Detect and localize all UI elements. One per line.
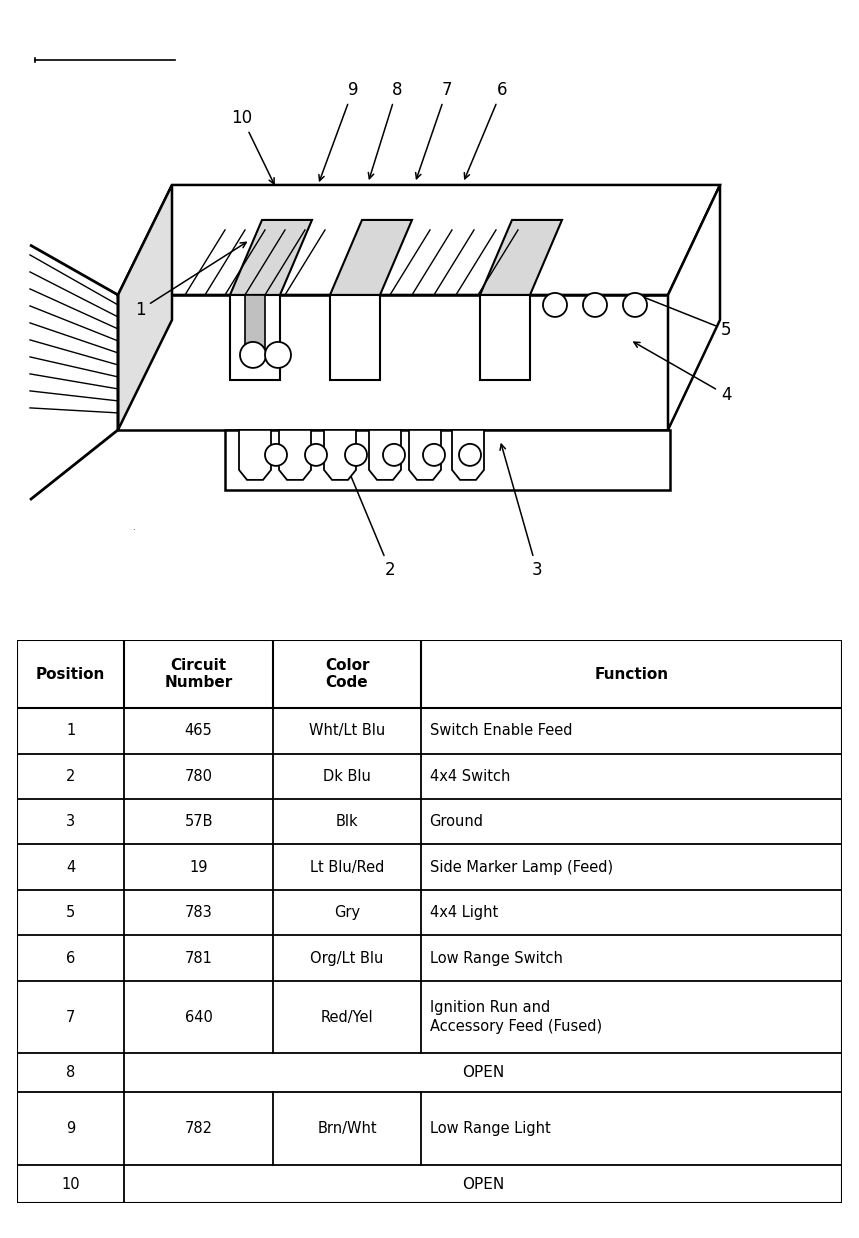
Polygon shape	[230, 295, 280, 380]
Text: 10: 10	[62, 1176, 80, 1191]
Polygon shape	[279, 430, 311, 480]
Text: 465: 465	[185, 723, 212, 738]
Text: 8: 8	[369, 80, 402, 178]
Text: Circuit
Number: Circuit Number	[164, 657, 233, 691]
Polygon shape	[118, 184, 172, 430]
Circle shape	[623, 293, 647, 317]
Text: Blk: Blk	[336, 815, 358, 829]
Text: OPEN: OPEN	[462, 1176, 504, 1191]
Polygon shape	[118, 184, 720, 295]
Polygon shape	[225, 430, 670, 490]
Text: Lt Blu/Red: Lt Blu/Red	[310, 859, 384, 875]
Text: Red/Yel: Red/Yel	[320, 1009, 374, 1025]
Text: Wht/Lt Blu: Wht/Lt Blu	[309, 723, 385, 738]
Text: 5: 5	[643, 296, 731, 339]
Text: 6: 6	[66, 951, 76, 966]
Circle shape	[543, 293, 567, 317]
Text: Function: Function	[594, 666, 668, 682]
Text: Gry: Gry	[334, 905, 360, 920]
Circle shape	[240, 342, 266, 368]
Text: Position: Position	[36, 666, 106, 682]
Circle shape	[345, 444, 367, 465]
Polygon shape	[480, 220, 562, 295]
Polygon shape	[330, 220, 412, 295]
Text: Ignition Run and
Accessory Feed (Fused): Ignition Run and Accessory Feed (Fused)	[430, 1000, 601, 1034]
Text: 781: 781	[185, 951, 212, 966]
Text: Low Range Light: Low Range Light	[430, 1120, 551, 1136]
Text: 2: 2	[66, 769, 76, 784]
Circle shape	[423, 444, 445, 465]
Polygon shape	[239, 430, 271, 480]
Text: Switch Enable Feed: Switch Enable Feed	[430, 723, 572, 738]
Polygon shape	[230, 220, 312, 295]
Text: 7: 7	[66, 1009, 76, 1025]
Text: 2: 2	[341, 454, 395, 579]
Text: 1: 1	[135, 243, 247, 319]
Text: Org/Lt Blu: Org/Lt Blu	[310, 951, 384, 966]
Circle shape	[583, 293, 607, 317]
Text: 4x4 Switch: 4x4 Switch	[430, 769, 510, 784]
Text: Brn/Wht: Brn/Wht	[317, 1120, 377, 1136]
Text: Ground: Ground	[430, 815, 484, 829]
Text: 5: 5	[66, 905, 76, 920]
Text: 10: 10	[231, 109, 274, 184]
Text: 8: 8	[66, 1065, 76, 1081]
Circle shape	[265, 342, 291, 368]
Polygon shape	[330, 295, 380, 380]
Polygon shape	[480, 295, 530, 380]
Text: 1: 1	[66, 723, 76, 738]
Text: 9: 9	[66, 1120, 76, 1136]
Polygon shape	[668, 184, 720, 430]
Text: 3: 3	[66, 815, 76, 829]
Text: 640: 640	[185, 1009, 212, 1025]
Text: 782: 782	[185, 1120, 212, 1136]
Circle shape	[305, 444, 327, 465]
Text: Dk Blu: Dk Blu	[323, 769, 371, 784]
Polygon shape	[245, 295, 265, 360]
Text: 4: 4	[634, 342, 731, 404]
Text: 4: 4	[66, 859, 76, 875]
Text: 780: 780	[185, 769, 212, 784]
Circle shape	[459, 444, 481, 465]
Text: 7: 7	[416, 80, 452, 178]
Text: 19: 19	[189, 859, 208, 875]
Text: 6: 6	[465, 80, 508, 178]
Text: Low Range Switch: Low Range Switch	[430, 951, 563, 966]
Polygon shape	[118, 295, 668, 430]
Polygon shape	[409, 430, 441, 480]
Polygon shape	[452, 430, 484, 480]
Text: 3: 3	[500, 444, 542, 579]
Polygon shape	[369, 430, 401, 480]
Text: Color
Code: Color Code	[325, 657, 369, 691]
Polygon shape	[324, 430, 356, 480]
Text: 9: 9	[319, 80, 358, 181]
Text: 57B: 57B	[185, 815, 213, 829]
Text: Side Marker Lamp (Feed): Side Marker Lamp (Feed)	[430, 859, 612, 875]
Text: 4x4 Light: 4x4 Light	[430, 905, 497, 920]
Text: OPEN: OPEN	[462, 1065, 504, 1081]
Text: 783: 783	[185, 905, 212, 920]
Circle shape	[383, 444, 405, 465]
Circle shape	[265, 444, 287, 465]
